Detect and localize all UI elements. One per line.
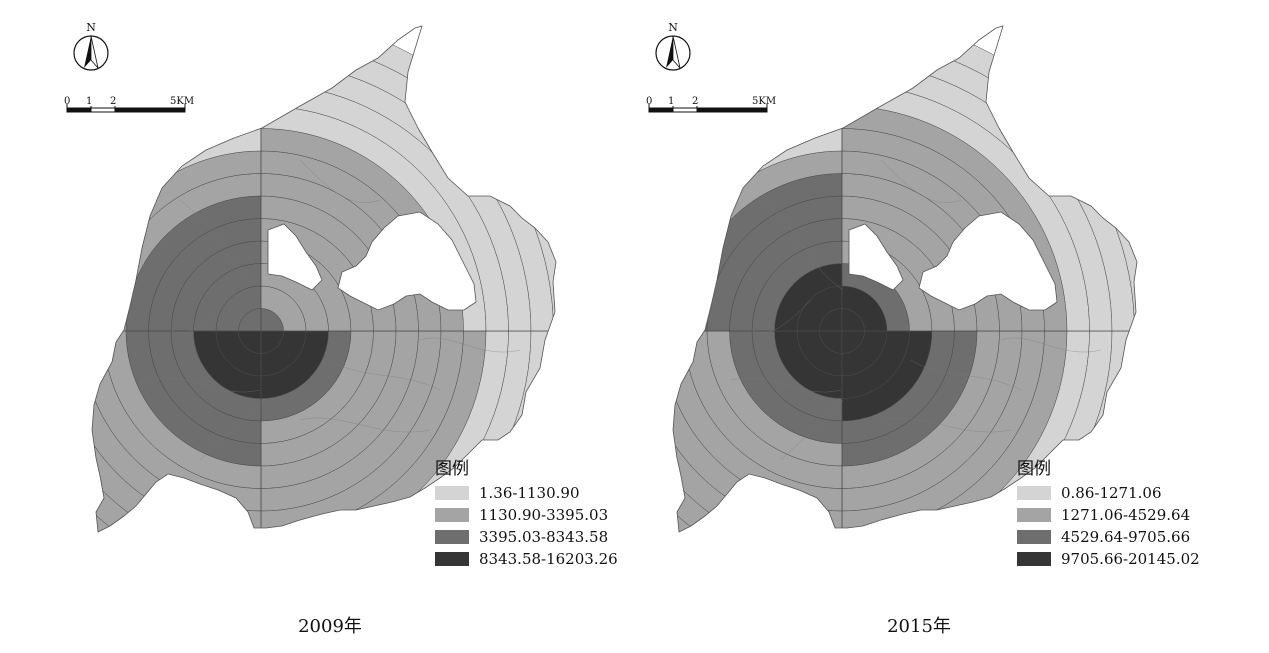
scale-tick-2: 2 [692,96,699,107]
legend-swatch [1017,552,1051,566]
map-panel-2015: N 0 1 2 5KM 图例 0.86-1271.06 1271.06-4 [581,0,1215,653]
north-arrow-icon [73,35,109,71]
subdistrict-line-3 [299,417,431,433]
scale-tick-0: 0 [64,96,71,107]
legend-swatch [435,530,469,544]
park-area [848,223,904,291]
scale-bar-graphic [648,104,768,113]
subdistrict-line-2 [149,377,261,393]
legend-label: 1271.06-4529.64 [1061,506,1191,524]
legend: 图例 0.86-1271.06 1271.06-4529.64 4529.64-… [1017,458,1200,570]
legend-label: 3395.03-8343.58 [479,528,609,546]
subdistrict-line-6 [750,299,812,333]
subdistrict-line-3 [880,417,1012,433]
legend: 图例 1.36-1130.90 1130.90-3395.03 3395.03-… [435,458,618,570]
scale-tick-0: 0 [646,96,653,107]
legend-swatch [1017,486,1051,500]
map-caption: 2009年 [298,616,362,637]
density-map-2015 [672,25,1138,533]
subdistrict-line-0 [760,199,844,291]
legend-item: 0.86-1271.06 [1017,482,1200,504]
legend-item: 3395.03-8343.58 [435,526,618,548]
subdistrict-boundaries [149,159,521,461]
legend-swatch [1017,530,1051,544]
north-arrow: N [651,22,695,88]
subdistrict-line-2 [730,377,842,393]
legend-label: 8343.58-16203.26 [479,550,618,568]
legend-item: 1.36-1130.90 [435,482,618,504]
subdistrict-line-4 [780,399,844,461]
subdistrict-line-7 [1000,337,1102,353]
north-arrow-icon [655,35,691,71]
legend-item: 9705.66-20145.02 [1017,548,1200,570]
subdistrict-line-5 [910,359,1022,391]
lake-area [918,211,1058,311]
legend-title: 图例 [1017,459,1051,479]
scale-bar: 0 1 2 5KM [62,96,202,118]
city-boundary [91,25,557,533]
legend-item: 1130.90-3395.03 [435,504,618,526]
north-arrow: N [69,22,113,88]
city-boundary [672,25,1138,533]
subdistrict-line-7 [419,337,521,353]
map-caption: 2015年 [887,616,951,637]
subdistrict-line-1 [880,159,962,203]
legend-swatch [1017,508,1051,522]
north-label: N [86,21,96,34]
legend-item: 1271.06-4529.64 [1017,504,1200,526]
subdistrict-line-1 [299,159,381,203]
legend-swatch [435,552,469,566]
map-panel-2009: N 0 1 2 5KM 图例 1.36-1130.90 1130.90-3 [0,0,634,653]
legend-swatch [435,486,469,500]
lake-area [337,211,477,311]
legend-label: 9705.66-20145.02 [1061,550,1200,568]
scale-bar-graphic [66,104,186,113]
legend-label: 1.36-1130.90 [479,484,580,502]
scale-tick-2: 2 [110,96,117,107]
legend-label: 4529.64-9705.66 [1061,528,1191,546]
scale-tick-5km: 5KM [752,96,777,107]
north-label: N [668,21,678,34]
subdistrict-line-6 [169,299,231,333]
subdistrict-line-0 [179,199,263,291]
subdistrict-line-5 [329,359,441,391]
legend-label: 0.86-1271.06 [1061,484,1162,502]
scale-bar: 0 1 2 5KM [644,96,784,118]
legend-title: 图例 [435,459,469,479]
subdistrict-line-4 [199,399,263,461]
scale-tick-1: 1 [668,96,675,107]
legend-label: 1130.90-3395.03 [479,506,609,524]
park-area [267,223,323,291]
scale-tick-1: 1 [86,96,93,107]
density-map-2009 [91,25,557,533]
legend-item: 8343.58-16203.26 [435,548,618,570]
legend-item: 4529.64-9705.66 [1017,526,1200,548]
scale-tick-5km: 5KM [170,96,195,107]
subdistrict-boundaries [730,159,1102,461]
legend-swatch [435,508,469,522]
